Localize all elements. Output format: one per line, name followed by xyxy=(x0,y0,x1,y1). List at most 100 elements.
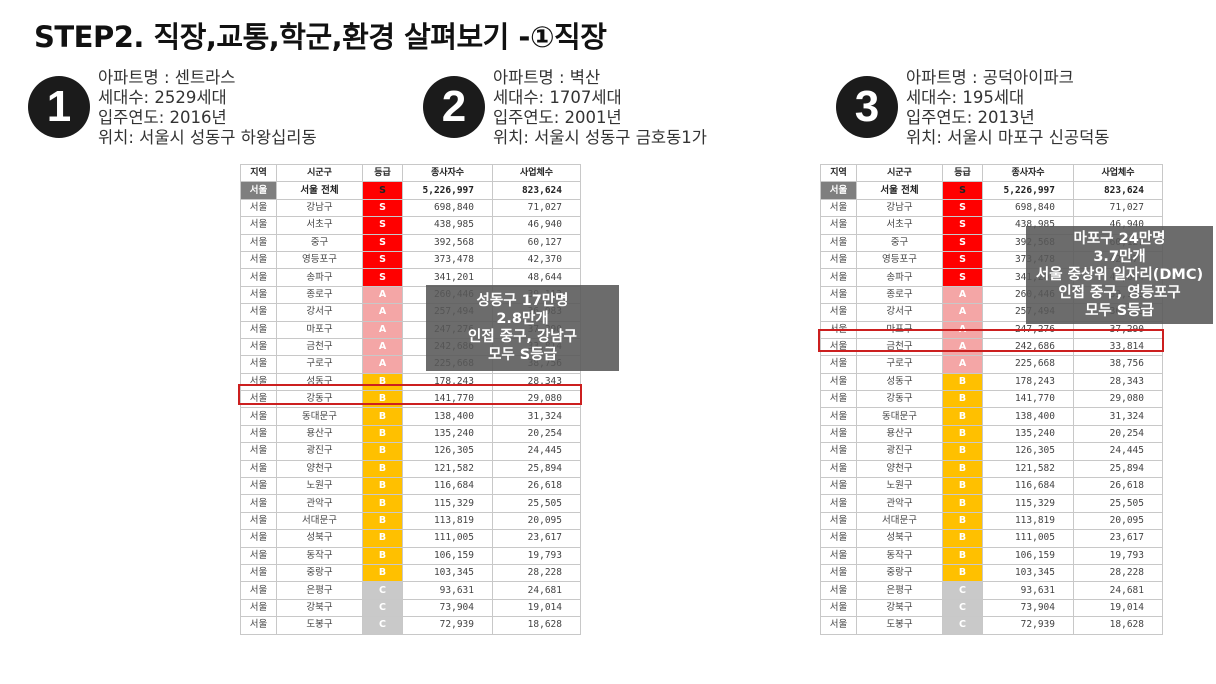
businesses-cell: 60,127 xyxy=(492,233,581,252)
table-row: 서울 강남구 S 698,840 71,027 xyxy=(240,198,581,218)
grade-cell: A xyxy=(362,285,403,305)
businesses-cell: 18,628 xyxy=(1073,616,1163,635)
table-row: 서울 광진구 B 126,305 24,445 xyxy=(240,442,581,461)
businesses-cell: 42,370 xyxy=(492,250,581,270)
region-cell: 서울 xyxy=(820,442,857,461)
apartment-location: 위치: 서울시 성동구 금호동1가 xyxy=(493,128,707,147)
district-cell: 중랑구 xyxy=(856,563,943,583)
businesses-cell: 19,014 xyxy=(1073,598,1163,618)
employees-cell: 73,904 xyxy=(402,598,493,618)
district-cell: 중구 xyxy=(856,233,943,252)
employees-cell: 438,985 xyxy=(402,216,493,235)
employees-cell: 93,631 xyxy=(982,581,1074,600)
employees-cell: 115,329 xyxy=(982,494,1074,513)
employees-cell: 113,819 xyxy=(982,511,1074,531)
district-cell: 송파구 xyxy=(276,268,363,287)
region-cell: 서울 xyxy=(240,494,277,513)
businesses-cell: 20,254 xyxy=(492,424,581,444)
region-cell: 서울 xyxy=(240,285,277,305)
region-cell: 서울 xyxy=(240,581,277,600)
grade-cell: S xyxy=(362,250,403,270)
district-cell: 양천구 xyxy=(856,459,943,479)
businesses-cell: 20,095 xyxy=(1073,511,1163,531)
region-cell: 서울 xyxy=(240,546,277,565)
region-cell: 서울 xyxy=(820,250,857,270)
businesses-cell: 26,618 xyxy=(492,477,581,496)
employees-cell: 121,582 xyxy=(402,459,493,479)
grade-cell: B xyxy=(942,424,983,444)
note-line: 성동구 17만명 xyxy=(476,293,569,309)
district-cell: 도봉구 xyxy=(276,616,363,635)
apartment-year: 입주연도: 2013년 xyxy=(906,108,1035,127)
employees-cell: 138,400 xyxy=(402,407,493,426)
district-cell: 송파구 xyxy=(856,268,943,287)
header-employees: 종사자수 xyxy=(402,163,493,183)
region-cell: 서울 xyxy=(820,563,857,583)
note-line: 모두 S등급 xyxy=(488,347,557,363)
employees-cell: 392,568 xyxy=(402,233,493,252)
grade-cell: S xyxy=(942,198,983,218)
grade-cell: A xyxy=(942,285,983,305)
region-cell: 서울 xyxy=(240,181,277,200)
district-cell: 영등포구 xyxy=(276,250,363,270)
businesses-cell: 823,624 xyxy=(1073,181,1163,200)
region-cell: 서울 xyxy=(820,511,857,531)
apartment-households: 세대수: 2529세대 xyxy=(98,88,227,107)
businesses-cell: 28,343 xyxy=(1073,372,1163,392)
grade-cell: C xyxy=(942,581,983,600)
table-row: 서울 성북구 B 111,005 23,617 xyxy=(820,529,1163,548)
table-row: 서울 서초구 S 438,985 46,940 xyxy=(240,216,581,235)
employees-cell: 116,684 xyxy=(982,477,1074,496)
header-businesses: 사업체수 xyxy=(492,163,581,183)
district-cell: 은평구 xyxy=(856,581,943,600)
businesses-cell: 26,618 xyxy=(1073,477,1163,496)
grade-cell: B xyxy=(362,372,403,392)
header-region: 지역 xyxy=(820,163,857,183)
employees-cell: 73,904 xyxy=(982,598,1074,618)
grade-cell: B xyxy=(362,546,403,565)
grade-cell: B xyxy=(942,563,983,583)
region-cell: 서울 xyxy=(240,529,277,548)
grade-cell: S xyxy=(942,216,983,235)
businesses-cell: 48,644 xyxy=(492,268,581,287)
district-cell: 종로구 xyxy=(856,285,943,305)
district-cell: 강서구 xyxy=(856,303,943,322)
grade-cell: B xyxy=(942,442,983,461)
district-cell: 은평구 xyxy=(276,581,363,600)
employees-cell: 116,684 xyxy=(402,477,493,496)
district-cell: 영등포구 xyxy=(856,250,943,270)
employees-cell: 121,582 xyxy=(982,459,1074,479)
page-title: STEP2. 직장,교통,학군,환경 살펴보기 -①직장 xyxy=(34,20,607,54)
grade-cell: B xyxy=(362,442,403,461)
table-row: 서울 중랑구 B 103,345 28,228 xyxy=(820,563,1163,583)
district-cell: 광진구 xyxy=(856,442,943,461)
grade-cell: A xyxy=(362,320,403,339)
apartment-info-1: 아파트명 : 센트라스 세대수: 2529세대 입주연도: 2016년 위치: … xyxy=(98,68,317,148)
district-cell: 강북구 xyxy=(856,598,943,618)
employees-cell: 126,305 xyxy=(982,442,1074,461)
apartment-location: 위치: 서울시 성동구 하왕십리동 xyxy=(98,128,317,147)
region-cell: 서울 xyxy=(820,268,857,287)
employees-cell: 106,159 xyxy=(402,546,493,565)
region-cell: 서울 xyxy=(820,355,857,374)
highlight-seongdong xyxy=(238,384,582,405)
header-grade: 등급 xyxy=(942,163,983,183)
district-cell: 마포구 xyxy=(276,320,363,339)
region-cell: 서울 xyxy=(820,581,857,600)
businesses-cell: 23,617 xyxy=(1073,529,1163,548)
region-cell: 서울 xyxy=(820,459,857,479)
businesses-cell: 25,505 xyxy=(492,494,581,513)
apartment-year: 입주연도: 2001년 xyxy=(493,108,622,127)
table-row: 서울 양천구 B 121,582 25,894 xyxy=(820,459,1163,479)
grade-cell: S xyxy=(362,268,403,287)
businesses-cell: 20,254 xyxy=(1073,424,1163,444)
region-cell: 서울 xyxy=(820,616,857,635)
apartment-households: 세대수: 195세대 xyxy=(906,88,1025,107)
number-badge-2: 2 xyxy=(423,76,485,138)
table-row: 서울 광진구 B 126,305 24,445 xyxy=(820,442,1163,461)
table-header-row: 지역 시군구 등급 종사자수 사업체수 xyxy=(820,163,1163,183)
businesses-cell: 29,080 xyxy=(1073,390,1163,409)
grade-cell: B xyxy=(362,494,403,513)
district-cell: 노원구 xyxy=(856,477,943,496)
